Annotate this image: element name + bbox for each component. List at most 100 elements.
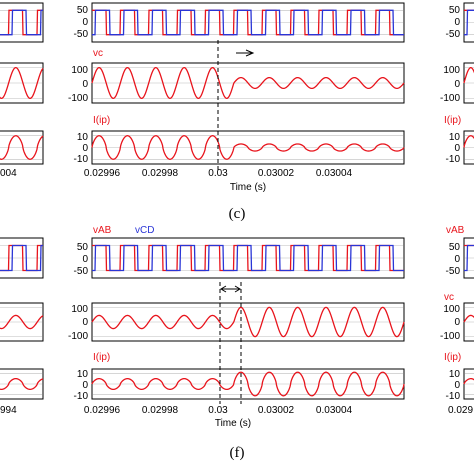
- c-v-ytick-2: -50: [74, 29, 89, 40]
- panel-c-v-plot: [92, 9, 404, 36]
- f-xtick-2: 0.03: [208, 405, 228, 416]
- c-vc-ytick-1: 0: [82, 79, 88, 90]
- f-v-ytick-2: -50: [74, 266, 89, 277]
- right-f-i-ytick-1: 0: [454, 380, 460, 391]
- f-xtick-0: 0.02996: [84, 405, 121, 416]
- f-i-label: I(ip): [93, 352, 110, 363]
- right-f-v-ytick-2: -50: [446, 266, 461, 277]
- c-i-label: I(ip): [93, 115, 110, 126]
- f-xtick-3: 0.03002: [258, 405, 295, 416]
- f-xtick-4: 0.03004: [316, 405, 353, 416]
- right-f-vc-ytick-1: 0: [454, 317, 460, 328]
- f-vc-ytick-0: 100: [71, 304, 88, 315]
- f-i-ytick-1: 0: [82, 380, 88, 391]
- c-vc-ytick-2: -100: [68, 93, 88, 104]
- right-c-v-ytick-0: 50: [449, 5, 461, 16]
- right-f-v-ytick-1: 0: [454, 254, 460, 265]
- right-c-v-ytick-1: 0: [454, 17, 460, 28]
- rf-i-series-0: [463, 378, 474, 385]
- c-xlabel: Time (s): [230, 182, 266, 193]
- left-f-i-plot: [0, 372, 44, 396]
- c-xtick-3: 0.03002: [258, 168, 295, 179]
- c-i-series-0: [91, 135, 405, 160]
- rc-v-series-1: [464, 9, 474, 36]
- c-xtick-4: 0.03004: [316, 168, 353, 179]
- right-f-i-ytick-2: -10: [446, 391, 461, 402]
- lc-i-series-0: [0, 135, 44, 160]
- f-v-ytick-0: 50: [77, 242, 89, 253]
- panel-f-vc-plot: [91, 306, 405, 338]
- f-legend-vab: vAB: [93, 225, 112, 236]
- c-i-ytick-2: -10: [74, 154, 89, 165]
- right-f-i-label: I(ip): [444, 352, 461, 363]
- right-c-vc-plot: [463, 66, 474, 99]
- right-c-vc-ytick-0: 100: [443, 65, 460, 76]
- right-c-i-label: I(ip): [444, 115, 461, 126]
- f-v-ytick-1: 0: [82, 254, 88, 265]
- right-f-i-plot: [463, 372, 474, 396]
- c-xtick-1: 0.02998: [142, 168, 179, 179]
- f-i-ytick-2: -10: [74, 391, 89, 402]
- right-f-vc-ytick-0: 100: [443, 304, 460, 315]
- right-f-vab-label: vAB: [446, 225, 465, 236]
- right-c-i-ytick-2: -10: [446, 154, 461, 165]
- f-xtick-1: 0.02998: [142, 405, 179, 416]
- right-f-vc-plot: [463, 307, 474, 337]
- c-xtick-2: 0.03: [208, 168, 228, 179]
- right-c-vc-ytick-1: 0: [454, 79, 460, 90]
- c-v-series-1: [92, 9, 404, 36]
- c-v-ytick-1: 0: [82, 17, 88, 28]
- c-vc-series-0: [91, 66, 405, 100]
- f-vc-series-0: [91, 306, 405, 338]
- f-legend-vcd: vCD: [135, 225, 154, 236]
- right-c-v-ytick-2: -50: [446, 29, 461, 40]
- lf-vc-series-0: [0, 314, 44, 330]
- c-left-partial-tick: 004: [0, 168, 17, 179]
- f-v-series-1: [92, 244, 404, 272]
- right-c-vc-ytick-2: -100: [440, 93, 460, 104]
- rc-vc-series-0: [463, 66, 474, 84]
- figure-f: vAB vCD 50 0 -50 vc 100 0 -100 I(ip) 10 …: [0, 225, 405, 461]
- right-c-v-plot: [464, 9, 474, 36]
- c-i-ytick-1: 0: [82, 143, 88, 154]
- right-f-v-ytick-0: 50: [449, 242, 461, 253]
- panel-c-vc-plot: [91, 66, 405, 100]
- caption-c: (c): [229, 206, 246, 222]
- lc-vc-series-0: [0, 66, 44, 100]
- panel-c-i-plot: [91, 135, 405, 160]
- left-c-i-plot: [0, 135, 44, 160]
- right-f-i-ytick-0: 10: [449, 369, 461, 380]
- left-f-v-plot: [0, 244, 43, 272]
- rc-i-series-0: [463, 135, 474, 148]
- lf-i-series-0: [0, 378, 44, 391]
- lf-v-series-1: [0, 244, 43, 272]
- left-f-vc-plot: [0, 307, 44, 337]
- c-v-ytick-0: 50: [77, 5, 89, 16]
- f-double-arrow-left-head: [220, 285, 227, 293]
- figure-c: 50 0 -50 vc 100 0 -100 I(ip) 10 0 -10 0.…: [0, 2, 405, 222]
- f-i-ytick-0: 10: [77, 369, 89, 380]
- c-vc-ytick-0: 100: [71, 65, 88, 76]
- c-xtick-0: 0.02996: [84, 168, 121, 179]
- c-vc-label: vc: [93, 48, 103, 59]
- rf-vc-series-0: [463, 314, 474, 323]
- f-i-series-0: [91, 371, 405, 397]
- c-i-ytick-0: 10: [77, 132, 89, 143]
- right-c-i-ytick-1: 0: [454, 143, 460, 154]
- right-partial-xtick: 0.029: [448, 405, 473, 416]
- f-left-partial-tick: 994: [0, 405, 17, 416]
- right-f-v-plot: [464, 244, 474, 272]
- f-vc-ytick-1: 0: [82, 317, 88, 328]
- left-partial-panels: [0, 2, 44, 400]
- left-c-v-plot: [0, 9, 43, 36]
- f-double-arrow-right-head: [234, 285, 241, 293]
- right-c-i-ytick-0: 10: [449, 132, 461, 143]
- right-f-vc-label: vc: [444, 292, 454, 303]
- lc-v-series-1: [0, 9, 43, 36]
- panel-f-v-plot: [92, 244, 404, 272]
- left-c-vc-plot: [0, 66, 44, 100]
- f-xlabel: Time (s): [215, 418, 251, 429]
- f-vc-ytick-2: -100: [68, 331, 88, 342]
- right-partial-panels: 50 0 -50 100 0 -100 I(ip) 10 0 -10 vAB 5…: [440, 2, 474, 416]
